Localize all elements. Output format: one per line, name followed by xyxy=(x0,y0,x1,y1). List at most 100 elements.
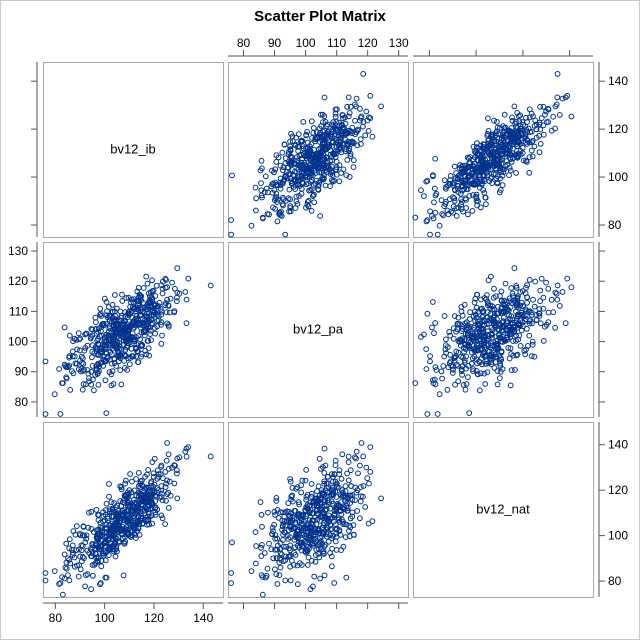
scatter-point xyxy=(331,471,338,478)
scatter-point xyxy=(521,134,528,141)
scatter-point xyxy=(345,477,352,484)
scatter-point xyxy=(153,282,160,289)
scatter-point xyxy=(141,332,148,339)
scatter-point xyxy=(304,562,311,568)
scatter-point xyxy=(273,495,280,501)
scatter-point xyxy=(501,111,508,118)
scatter-point xyxy=(95,543,102,550)
scatter-point xyxy=(274,546,281,553)
scatter-point xyxy=(322,497,329,504)
scatter-point xyxy=(443,350,450,356)
scatter-point xyxy=(106,493,112,500)
scatter-point xyxy=(554,94,561,101)
scatter-point xyxy=(86,375,92,382)
scatter-point xyxy=(480,313,487,320)
scatter-point xyxy=(514,304,520,310)
scatter-point xyxy=(273,571,280,578)
scatter-point xyxy=(484,172,491,179)
scatter-point xyxy=(540,131,547,138)
scatter-point xyxy=(329,471,335,478)
scatter-point xyxy=(540,122,547,129)
scatter-point xyxy=(476,387,483,394)
scatter-point xyxy=(257,167,264,174)
scatter-point xyxy=(317,145,324,151)
scatter-point xyxy=(103,350,110,357)
scatter-point xyxy=(138,492,145,498)
scatter-point xyxy=(513,284,520,291)
scatter-point xyxy=(97,310,104,317)
scatter-point xyxy=(531,143,538,150)
scatter-point xyxy=(447,332,454,339)
scatter-point xyxy=(528,312,535,318)
scatter-point xyxy=(182,289,189,295)
scatter-point xyxy=(480,340,487,347)
scatter-point xyxy=(113,363,120,369)
scatter-point xyxy=(358,493,364,500)
scatter-point xyxy=(507,382,514,389)
scatter-point xyxy=(120,497,127,503)
scatter-point xyxy=(473,191,480,198)
scatter-point xyxy=(146,502,153,509)
scatter-point xyxy=(378,103,385,110)
scatter-point xyxy=(465,172,472,179)
scatter-point xyxy=(165,465,172,472)
scatter-point xyxy=(292,552,299,558)
scatter-point xyxy=(300,119,307,125)
scatter-point xyxy=(462,341,468,348)
scatter-point xyxy=(303,504,310,511)
scatter-point xyxy=(320,119,326,126)
scatter-point xyxy=(92,550,99,556)
scatter-point xyxy=(324,489,331,496)
scatter-point xyxy=(473,346,479,352)
scatter-point xyxy=(314,510,320,517)
scatter-point xyxy=(108,360,115,367)
scatter-point xyxy=(509,319,516,326)
scatter-point xyxy=(119,291,125,298)
scatter-point xyxy=(158,282,165,289)
scatter-point xyxy=(274,218,281,225)
scatter-point xyxy=(308,208,315,214)
scatter-point xyxy=(273,159,280,165)
scatter-point xyxy=(367,469,374,475)
scatter-point xyxy=(360,483,367,489)
scatter-point xyxy=(70,528,77,534)
scatter-point xyxy=(131,525,138,532)
scatter-point xyxy=(448,208,455,215)
scatter-point xyxy=(542,111,548,118)
scatter-point xyxy=(145,511,152,517)
scatter-point xyxy=(103,331,110,338)
panel-frame-r0c0 xyxy=(43,62,224,238)
scatter-point xyxy=(476,168,483,175)
scatter-point xyxy=(497,360,503,367)
scatter-point xyxy=(158,311,165,318)
scatter-point xyxy=(497,124,503,131)
scatter-point xyxy=(312,558,319,565)
scatter-point xyxy=(280,196,287,203)
scatter-point xyxy=(134,288,141,295)
scatter-point xyxy=(363,464,370,471)
scatter-point xyxy=(136,521,143,527)
scatter-point xyxy=(123,492,130,499)
scatter-point xyxy=(155,317,162,324)
scatter-point xyxy=(92,560,99,567)
scatter-point xyxy=(138,482,145,489)
scatter-point xyxy=(228,580,235,586)
scatter-point xyxy=(167,295,174,302)
scatter-point xyxy=(282,577,289,584)
scatter-point xyxy=(498,310,505,317)
scatter-point xyxy=(95,555,101,562)
scatter-point xyxy=(550,113,557,120)
scatter-point xyxy=(298,482,305,489)
right-tick-label: 100 xyxy=(608,170,628,184)
scatter-point xyxy=(89,332,96,339)
scatter-point xyxy=(490,294,497,301)
scatter-point xyxy=(132,517,139,524)
left-tick-label: 90 xyxy=(15,365,29,379)
scatter-point xyxy=(491,343,498,349)
scatter-point xyxy=(83,535,90,542)
scatter-point xyxy=(57,580,64,586)
scatter-point xyxy=(303,467,310,473)
scatter-point xyxy=(92,326,99,332)
scatter-point xyxy=(336,467,343,474)
scatter-point xyxy=(304,144,311,151)
